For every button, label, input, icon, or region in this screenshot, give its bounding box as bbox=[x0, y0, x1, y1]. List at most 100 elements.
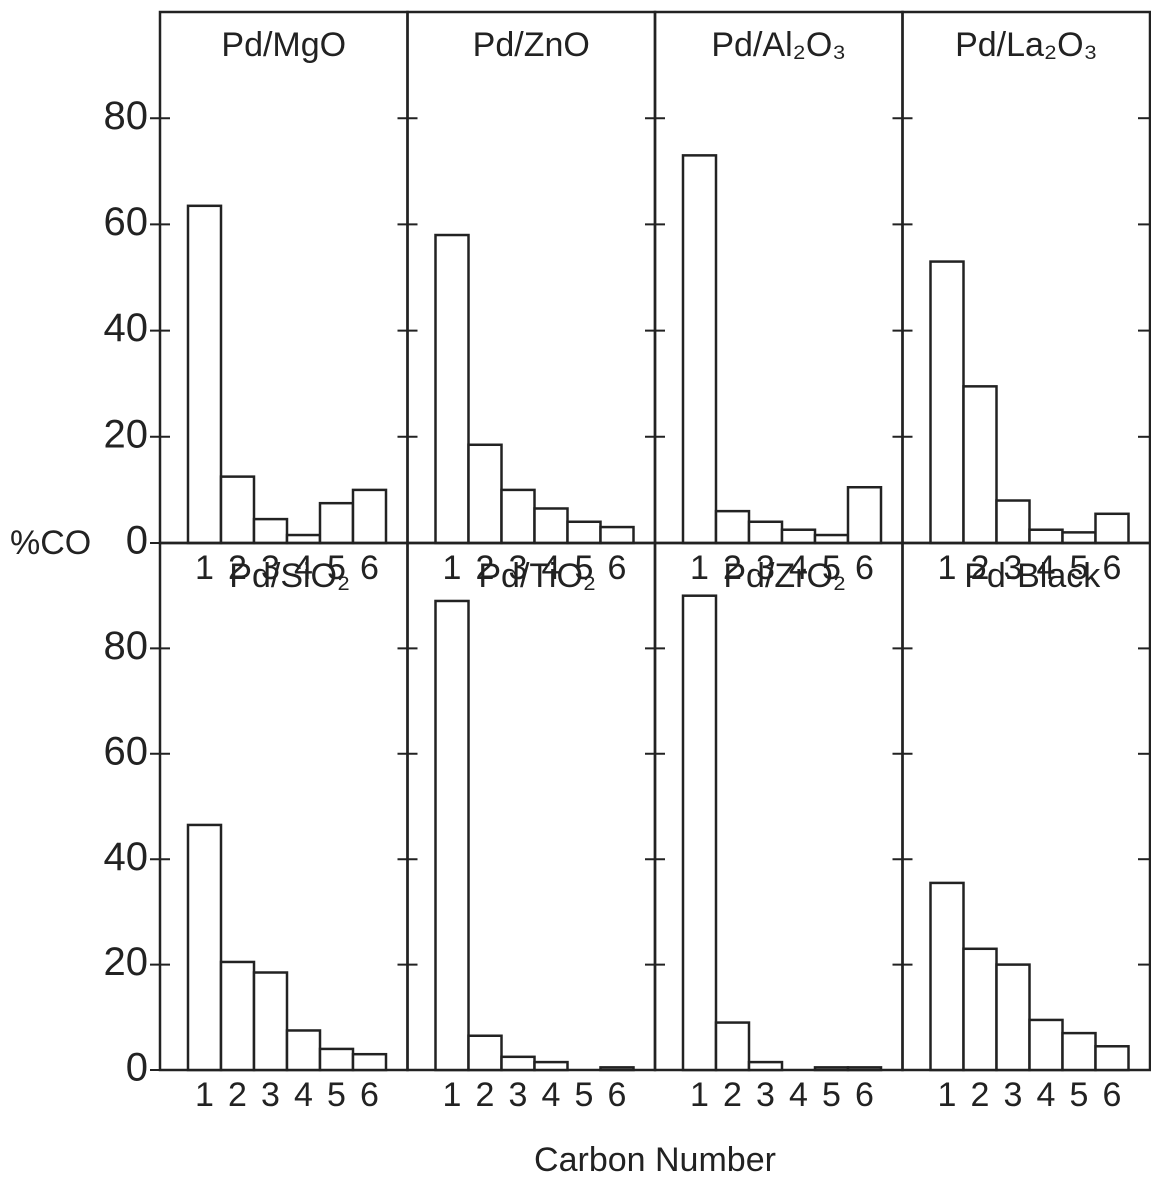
bar bbox=[995, 963, 1031, 1072]
bar bbox=[434, 599, 470, 1072]
y-tick-label: 80 bbox=[104, 624, 149, 668]
x-tick-label: 3 bbox=[1004, 549, 1023, 587]
bar bbox=[500, 1055, 536, 1072]
x-tick-label: 4 bbox=[789, 1076, 808, 1114]
panel-title: Pd/SiO₂ bbox=[229, 557, 350, 595]
bar bbox=[467, 1034, 503, 1072]
x-tick-label: 4 bbox=[542, 549, 561, 587]
bar bbox=[500, 488, 536, 545]
y-tick-label: 40 bbox=[104, 835, 149, 879]
x-tick-label: 2 bbox=[723, 1076, 742, 1114]
panel-title: Pd/Al₂O₃ bbox=[711, 26, 846, 64]
bar bbox=[351, 488, 388, 545]
x-tick-label: 5 bbox=[327, 1076, 346, 1114]
bar bbox=[813, 1066, 850, 1072]
x-axis-label: Carbon Number bbox=[534, 1141, 776, 1179]
y-tick-label: 20 bbox=[104, 412, 149, 456]
bar bbox=[318, 501, 355, 545]
x-tick-label: 6 bbox=[608, 1076, 627, 1114]
x-tick-label: 2 bbox=[723, 549, 742, 587]
bar bbox=[995, 499, 1031, 545]
bar bbox=[1061, 1031, 1097, 1072]
x-tick-label: 3 bbox=[261, 1076, 280, 1114]
x-tick-label: 6 bbox=[855, 1076, 874, 1114]
panel-title: Pd/La₂O₃ bbox=[955, 26, 1097, 64]
bar bbox=[467, 443, 503, 545]
x-tick-label: 5 bbox=[822, 1076, 841, 1114]
x-tick-label: 1 bbox=[690, 1076, 709, 1114]
x-tick-label: 1 bbox=[195, 549, 214, 587]
bar bbox=[566, 520, 602, 545]
bar bbox=[219, 475, 256, 545]
bar bbox=[351, 1052, 388, 1072]
x-tick-label: 6 bbox=[360, 549, 379, 587]
bar bbox=[252, 971, 289, 1072]
x-tick-label: 1 bbox=[443, 549, 462, 587]
bar bbox=[846, 1066, 883, 1072]
bar bbox=[1061, 531, 1097, 545]
bar bbox=[929, 881, 965, 1072]
bar bbox=[533, 1060, 569, 1072]
bar bbox=[434, 233, 470, 545]
bar bbox=[186, 204, 223, 545]
bar bbox=[962, 385, 998, 545]
bar bbox=[1028, 528, 1064, 545]
x-tick-label: 5 bbox=[575, 1076, 594, 1114]
x-tick-label: 3 bbox=[509, 549, 528, 587]
bar bbox=[533, 507, 569, 545]
y-tick-label: 20 bbox=[104, 940, 149, 984]
bar bbox=[714, 1021, 751, 1072]
x-tick-label: 2 bbox=[971, 549, 990, 587]
x-tick-label: 2 bbox=[228, 1076, 247, 1114]
y-axis-label: %CO bbox=[10, 524, 91, 562]
bar bbox=[962, 947, 998, 1072]
x-tick-label: 2 bbox=[476, 1076, 495, 1114]
x-tick-label: 1 bbox=[690, 549, 709, 587]
x-tick-label: 1 bbox=[195, 1076, 214, 1114]
x-tick-label: 3 bbox=[756, 1076, 775, 1114]
x-tick-label: 6 bbox=[360, 1076, 379, 1114]
x-tick-label: 2 bbox=[228, 549, 247, 587]
bar bbox=[318, 1047, 355, 1072]
bar bbox=[780, 528, 817, 545]
bar bbox=[186, 823, 223, 1072]
x-tick-label: 3 bbox=[1004, 1076, 1023, 1114]
x-tick-label: 5 bbox=[1070, 1076, 1089, 1114]
x-tick-label: 4 bbox=[294, 549, 313, 587]
x-tick-label: 2 bbox=[971, 1076, 990, 1114]
bar bbox=[252, 517, 289, 545]
y-tick-label: 60 bbox=[104, 729, 149, 773]
bar bbox=[1094, 512, 1130, 545]
x-tick-label: 3 bbox=[509, 1076, 528, 1114]
bar bbox=[681, 594, 718, 1072]
panel-title: Pd/MgO bbox=[221, 26, 346, 64]
x-tick-label: 4 bbox=[1037, 549, 1056, 587]
x-tick-label: 2 bbox=[476, 549, 495, 587]
bar bbox=[599, 1066, 635, 1072]
y-tick-label: 80 bbox=[104, 94, 149, 138]
x-tick-label: 4 bbox=[1037, 1076, 1056, 1114]
panel-title: Pd/ZrO₂ bbox=[723, 557, 846, 595]
x-tick-label: 5 bbox=[327, 549, 346, 587]
y-tick-label: 40 bbox=[104, 306, 149, 350]
x-tick-label: 3 bbox=[756, 549, 775, 587]
bar bbox=[681, 154, 718, 545]
x-tick-label: 4 bbox=[294, 1076, 313, 1114]
x-tick-label: 5 bbox=[822, 549, 841, 587]
x-tick-label: 6 bbox=[1103, 549, 1122, 587]
x-tick-label: 6 bbox=[608, 549, 627, 587]
panel-title: Pd/ZnO bbox=[473, 26, 590, 64]
x-tick-label: 5 bbox=[575, 549, 594, 587]
x-tick-label: 3 bbox=[261, 549, 280, 587]
x-tick-label: 6 bbox=[1103, 1076, 1122, 1114]
panel-title: Pd/TiO₂ bbox=[478, 557, 596, 595]
bar bbox=[1028, 1018, 1064, 1072]
y-tick-label: 60 bbox=[104, 200, 149, 244]
bar bbox=[1094, 1045, 1130, 1072]
x-tick-label: 6 bbox=[855, 549, 874, 587]
x-tick-label: 1 bbox=[938, 549, 957, 587]
bar bbox=[714, 509, 751, 545]
x-tick-label: 4 bbox=[789, 549, 808, 587]
panel-title: Pd-Black bbox=[964, 557, 1101, 595]
